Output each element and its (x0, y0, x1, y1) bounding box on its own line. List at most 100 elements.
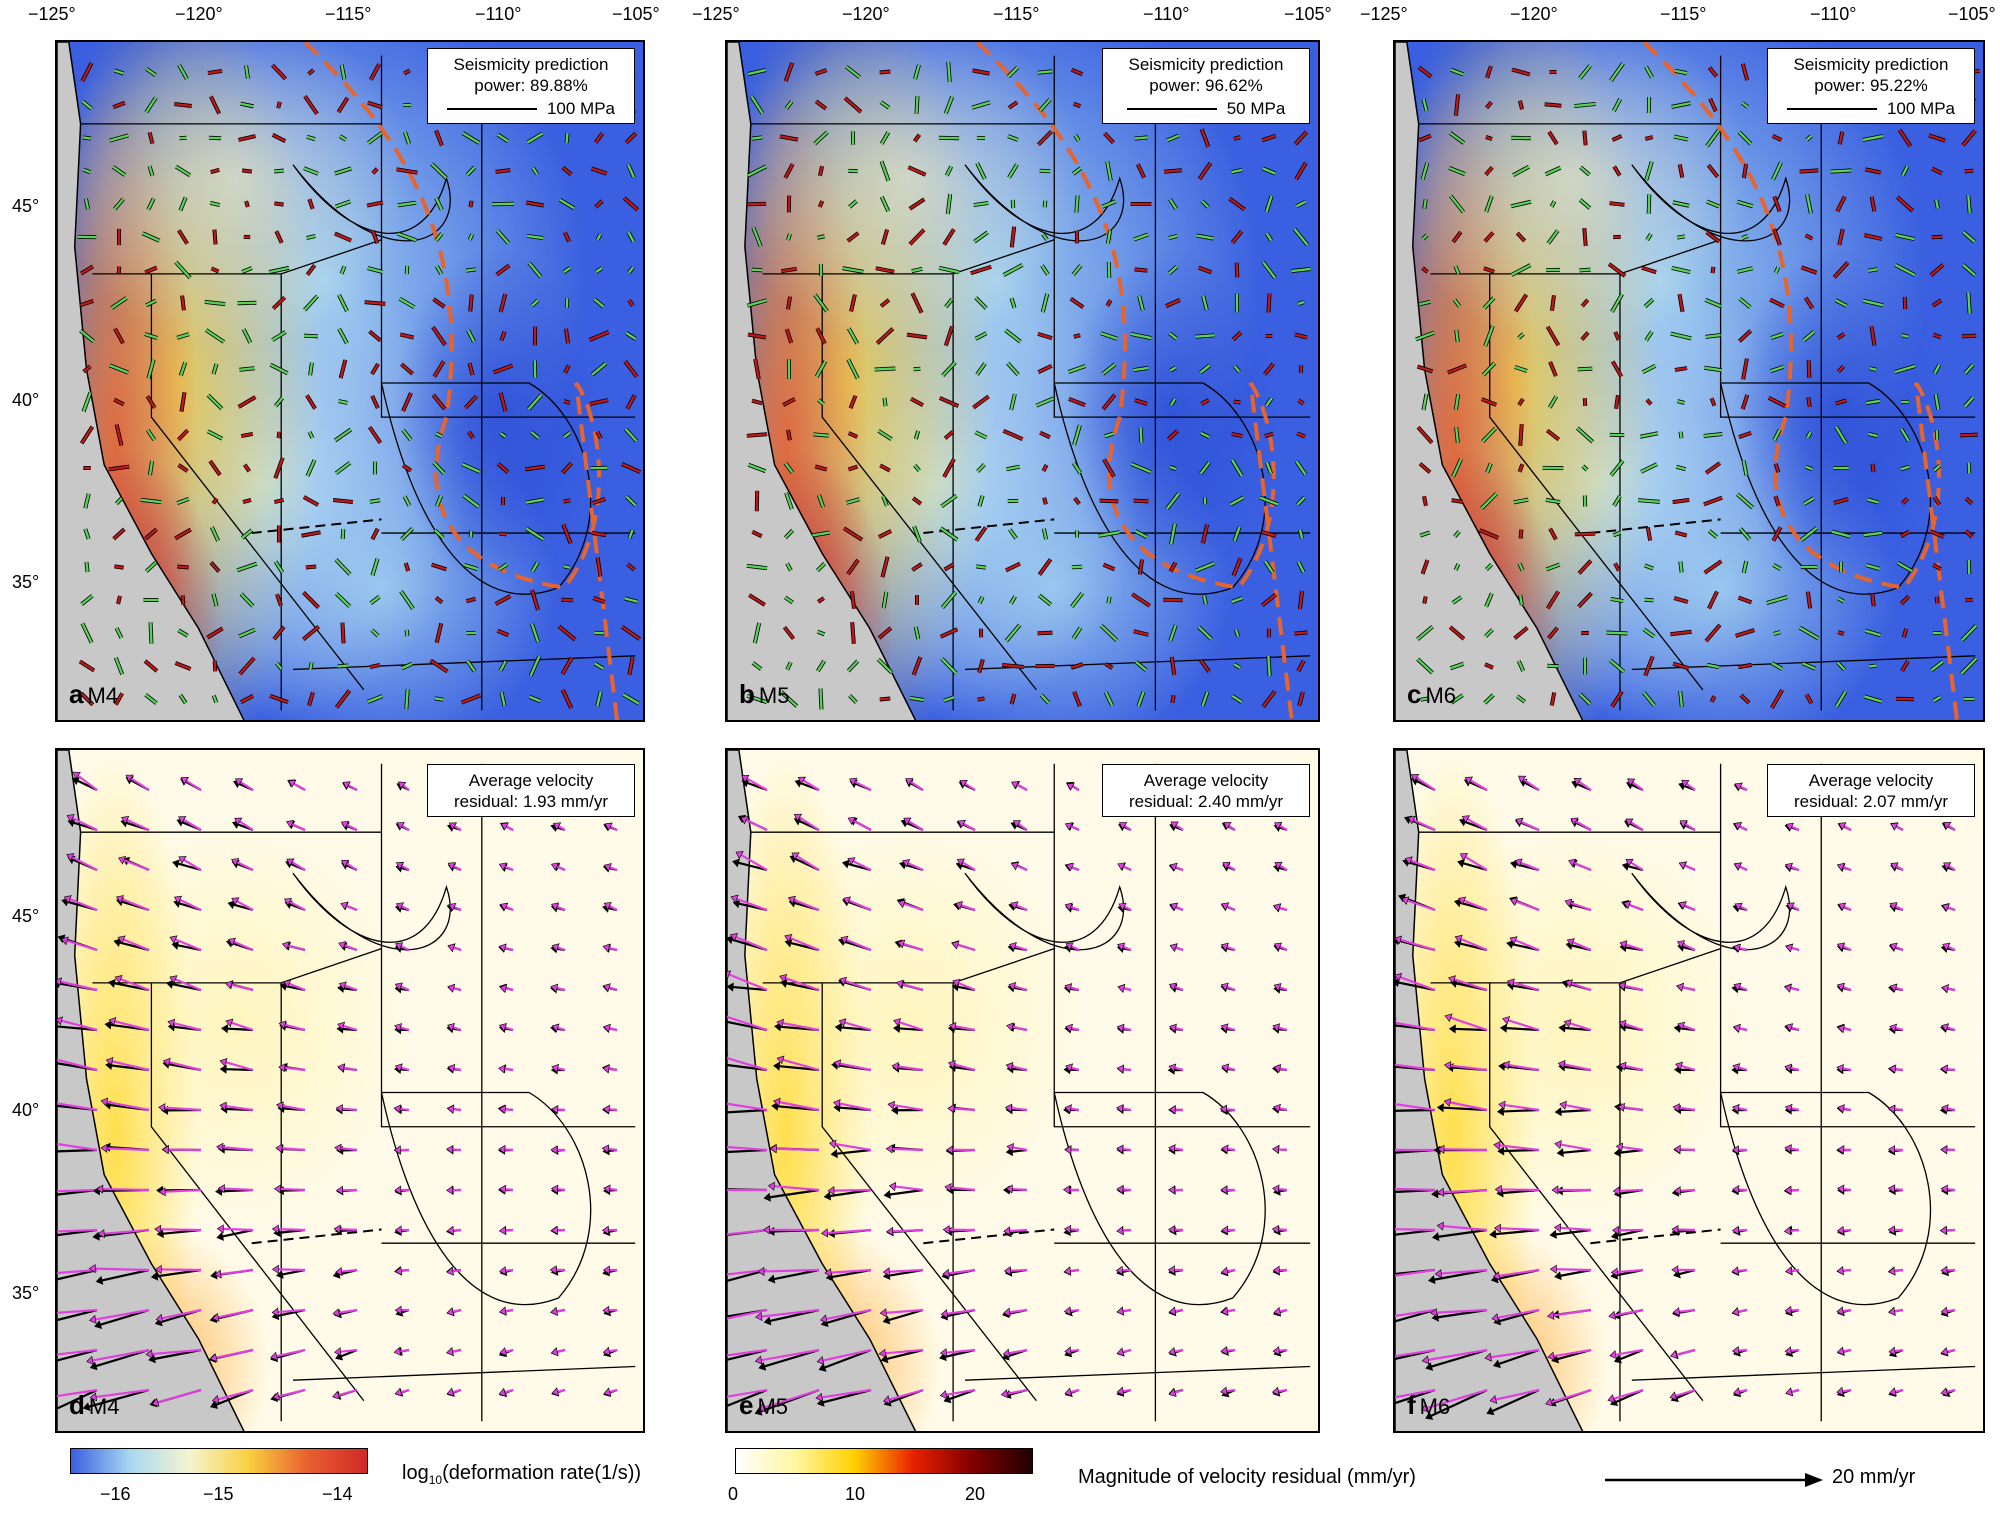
velocity-arrow (1615, 1348, 1644, 1356)
velocity-arrowhead (216, 1224, 224, 1234)
velocity-arrowhead (1448, 1024, 1456, 1034)
stress-bar (879, 70, 891, 74)
stress-bar (1102, 394, 1116, 410)
stress-bar (1134, 268, 1148, 272)
stress-bar (1104, 662, 1114, 670)
stress-bar (1741, 358, 1749, 380)
velocity-arrow (822, 1348, 872, 1362)
velocity-arrow (556, 905, 566, 912)
velocity-arrowhead (1618, 1019, 1627, 1029)
velocity-arrow (773, 1268, 820, 1281)
velocity-arrowhead (498, 1387, 507, 1397)
velocity-arrowhead (1836, 1386, 1844, 1396)
velocity-arrow (1565, 1104, 1592, 1112)
stress-bar (527, 394, 543, 410)
velocity-arrowhead (1005, 1184, 1013, 1194)
velocity-arrowhead (1116, 1184, 1124, 1194)
velocity-arrowhead (1549, 1264, 1557, 1274)
velocity-arrow (1572, 941, 1592, 952)
stress-bar (746, 299, 768, 307)
velocity-arrowhead (335, 1104, 343, 1114)
stress-scale-bar (1786, 107, 1877, 110)
stress-bar (1869, 664, 1877, 668)
lon-tick: −125° (28, 4, 76, 24)
stress-bar (145, 299, 157, 307)
velocity-arrow (1175, 946, 1184, 952)
velocity-arrow (839, 1062, 872, 1072)
velocity-arrowhead (166, 979, 174, 989)
stress-bar (140, 498, 162, 504)
stress-bar (85, 561, 89, 573)
stress-scale-label: 50 MPa (1226, 99, 1286, 118)
velocity-arrow (1573, 861, 1592, 872)
velocity-arrow (1623, 1106, 1644, 1112)
stress-bar (176, 333, 190, 339)
velocity-arrowhead (849, 777, 858, 786)
velocity-arrowhead (278, 1063, 286, 1073)
stress-bar (843, 527, 863, 541)
velocity-arrowhead (1836, 1225, 1844, 1235)
state-border (150, 982, 365, 1402)
velocity-arrowhead (1670, 1350, 1678, 1360)
stress-bar (1929, 263, 1945, 277)
velocity-arrow (1070, 1107, 1080, 1112)
stress-bar (1008, 101, 1018, 109)
velocity-arrow (183, 818, 202, 831)
velocity-arrowhead (340, 859, 350, 868)
stress-bar (785, 100, 793, 110)
lon-tick: −125° (1360, 4, 1408, 24)
velocity-arrowhead (1010, 901, 1019, 910)
stress-bar (1297, 660, 1305, 672)
stress-bar (1421, 162, 1429, 180)
tectonic-outline (292, 164, 451, 242)
stress-bar (1738, 596, 1752, 604)
stress-bar (204, 300, 226, 306)
velocity-arrowhead (1671, 1265, 1679, 1275)
velocity-arrowhead (219, 1058, 228, 1067)
stress-bar (1830, 169, 1852, 173)
velocity-arrow (1012, 1187, 1028, 1192)
velocity-arrowhead (1731, 1266, 1739, 1276)
stress-bar (1930, 660, 1944, 672)
velocity-scale-label: 20 mm/yr (1832, 1466, 1916, 1488)
stress-bar (780, 690, 798, 708)
velocity-arrowhead (1623, 900, 1632, 910)
stress-bar (1894, 364, 1916, 374)
velocity-arrowhead (167, 1018, 176, 1028)
velocity-arrow (1842, 1067, 1852, 1072)
stress-bar (466, 597, 476, 603)
stress-bar (589, 398, 609, 406)
velocity-arrow (1895, 1067, 1904, 1072)
velocity-arrow (1410, 859, 1436, 872)
stress-bar (209, 460, 221, 476)
stress-bar (302, 591, 320, 609)
state-border (150, 273, 365, 691)
stress-bar (786, 296, 792, 310)
velocity-arrow (280, 1187, 306, 1192)
info-title: Seismicity prediction (1793, 55, 1949, 74)
stress-bar (559, 198, 575, 210)
stress-bar (240, 694, 254, 704)
velocity-arrow (889, 1188, 924, 1196)
velocity-arrow (1122, 1228, 1132, 1232)
velocity-arrowhead (1458, 896, 1467, 906)
stress-bar (499, 532, 507, 536)
stress-bar (1614, 394, 1620, 410)
velocity-arrow (727, 1228, 768, 1236)
stress-bar (564, 328, 570, 344)
velocity-arrowhead (221, 1024, 229, 1034)
stress-bar (80, 594, 94, 606)
stress-bar (1005, 624, 1021, 642)
stress-bar (269, 694, 289, 704)
stress-bar (433, 461, 445, 475)
velocity-info-box: Average velocity residual: 2.07 mm/yr (1767, 764, 1975, 817)
stress-bar (177, 429, 189, 441)
velocity-arrow (179, 898, 202, 911)
velocity-arrow (798, 816, 820, 831)
velocity-arrowhead (550, 902, 560, 911)
velocity-arrowhead (1887, 1145, 1896, 1155)
stress-bar (274, 457, 284, 479)
velocity-arrowhead (1785, 1387, 1793, 1397)
velocity-arrowhead (281, 941, 290, 950)
stress-bar (213, 660, 217, 672)
